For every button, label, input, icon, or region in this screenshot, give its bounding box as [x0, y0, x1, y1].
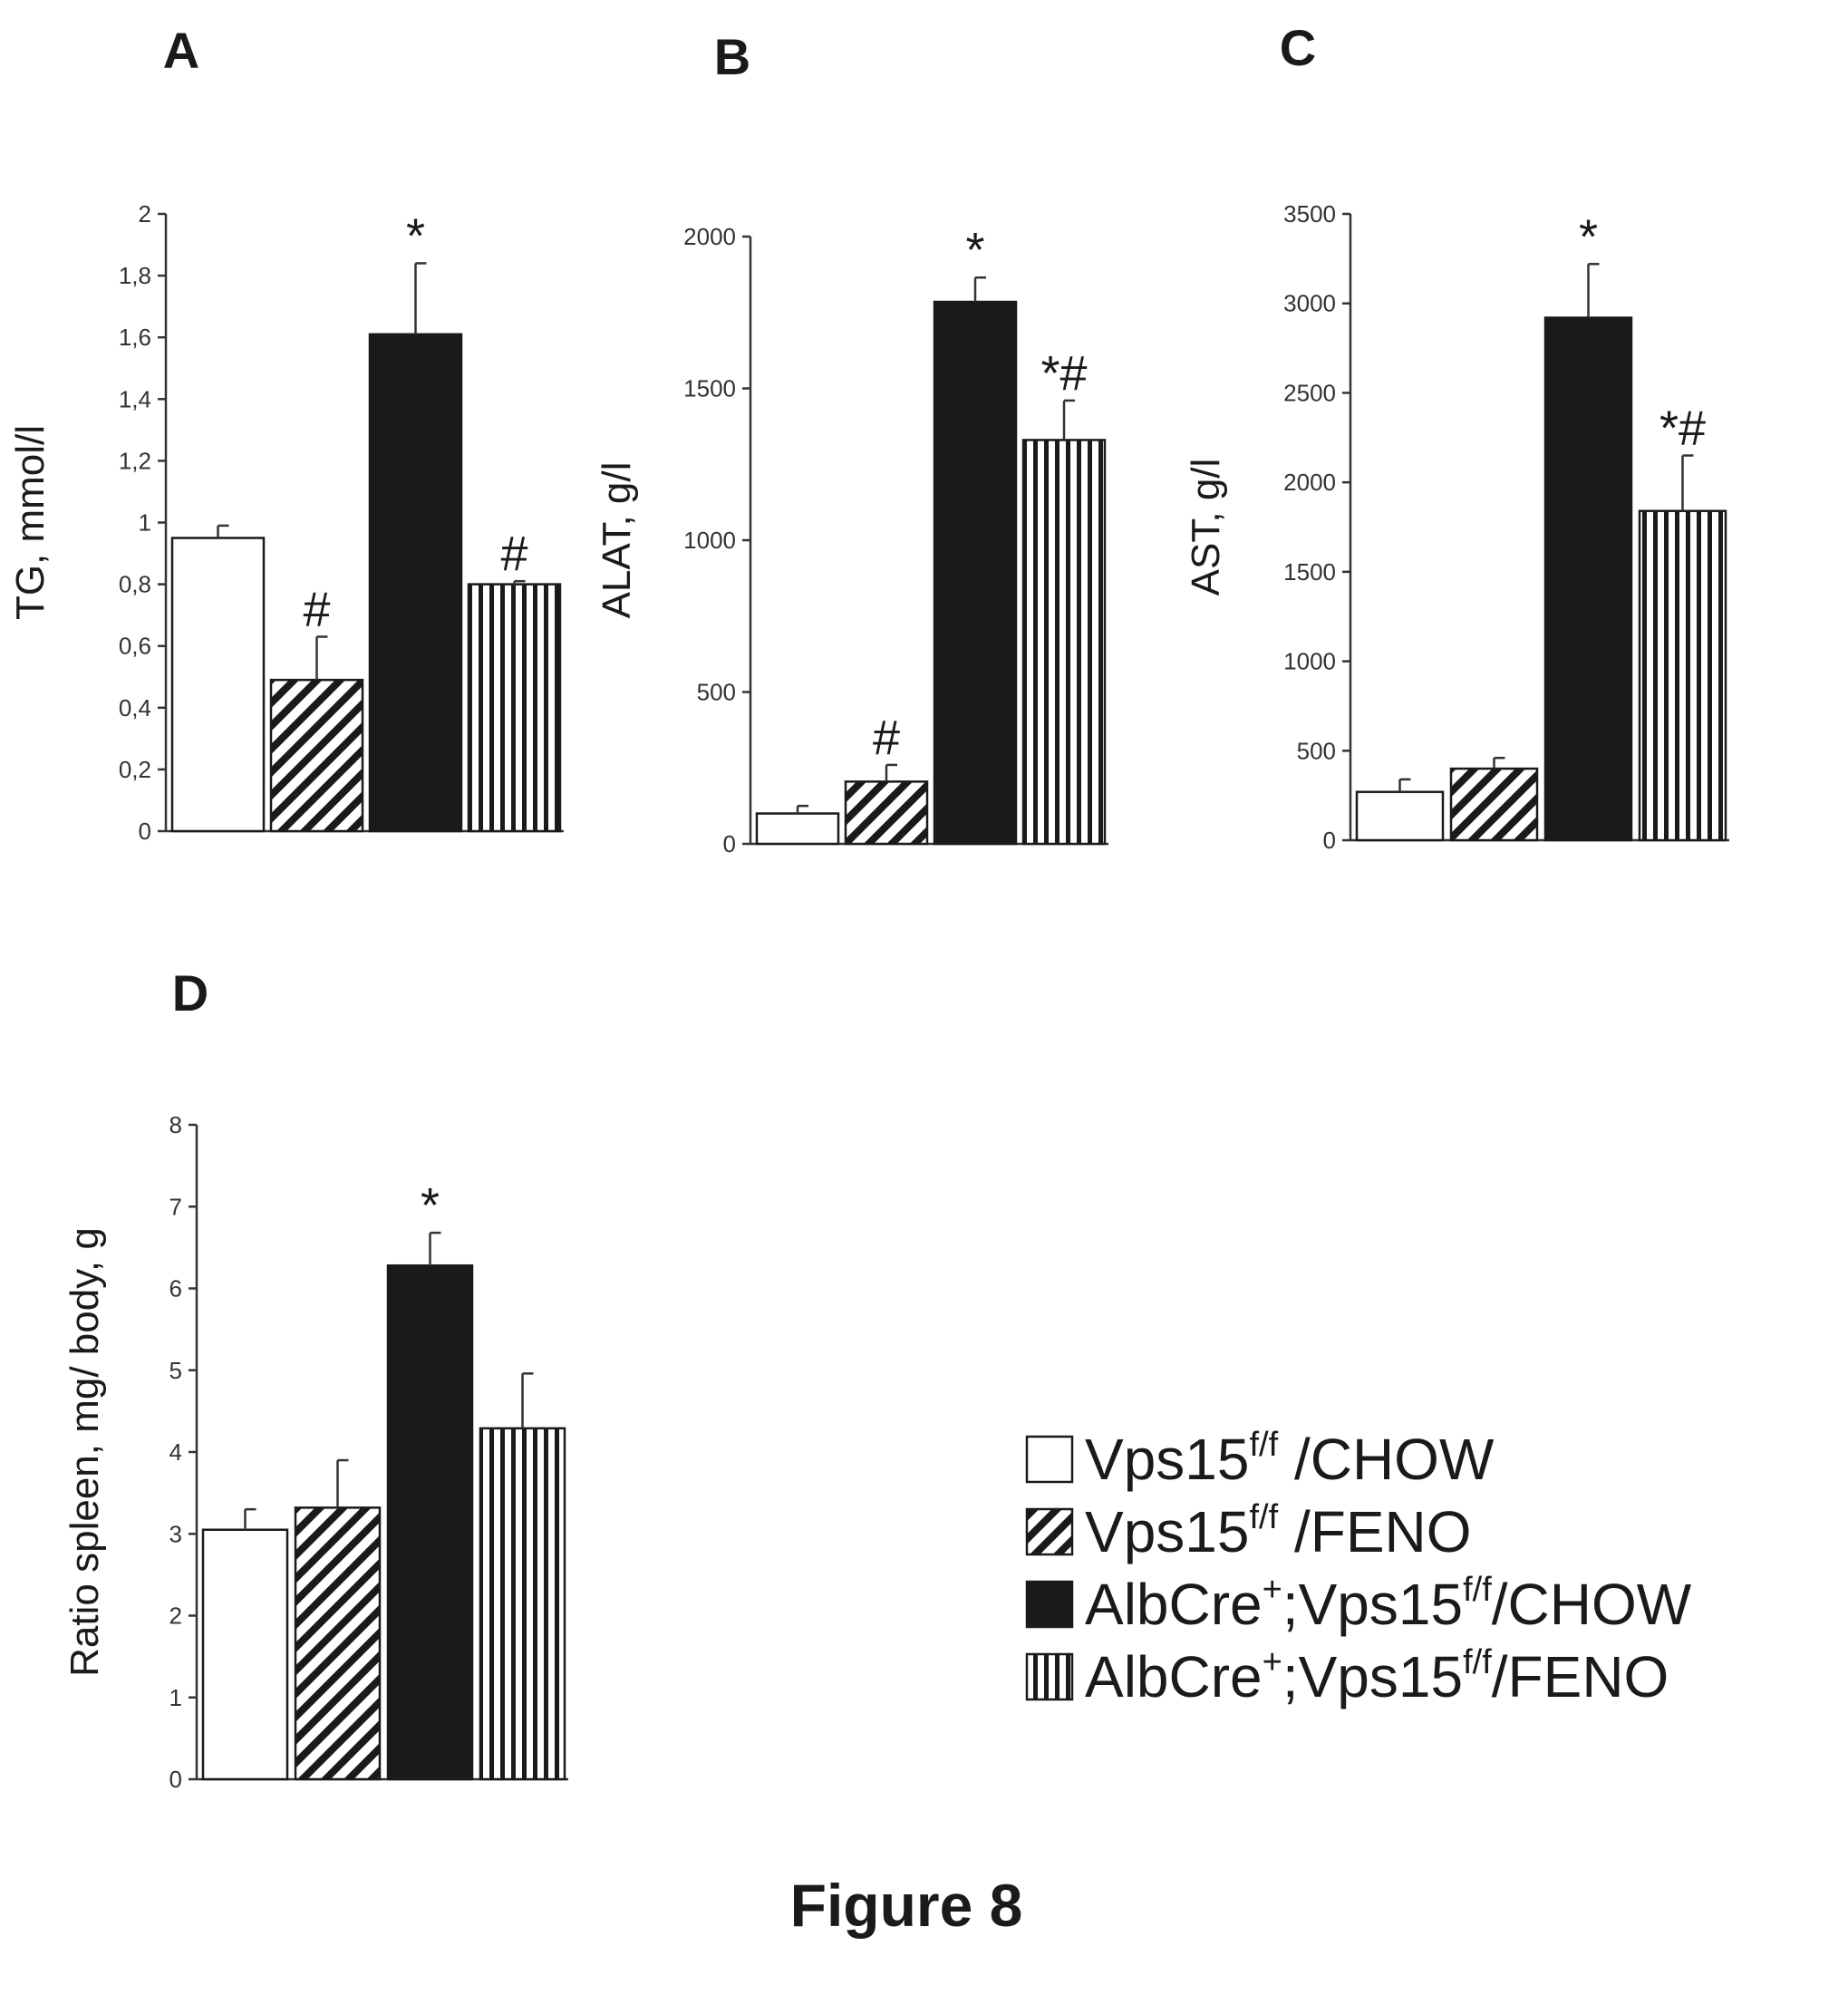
- y-tick-label: 0,2: [119, 756, 151, 783]
- y-tick-label: 1,6: [119, 324, 151, 351]
- bar: [170, 537, 266, 833]
- panel-letter: B: [714, 28, 750, 85]
- y-tick-label: 2: [169, 1602, 182, 1630]
- y-tick-label: 7: [169, 1193, 182, 1220]
- significance-marker: *: [406, 208, 425, 263]
- legend-swatch: [1025, 1435, 1074, 1484]
- bar: [201, 1528, 289, 1781]
- y-tick-label: 500: [697, 679, 736, 706]
- significance-marker: #: [303, 582, 330, 636]
- y-tick-label: 0: [723, 830, 736, 857]
- y-tick-label: 1,2: [119, 447, 151, 474]
- y-tick-label: 1,8: [119, 262, 151, 289]
- y-axis-label: TG, mmol/l: [8, 425, 53, 620]
- y-tick-label: 1500: [1283, 558, 1336, 586]
- legend-label: Vps15f/f /FENO: [1085, 1498, 1472, 1564]
- significance-marker: *: [421, 1178, 440, 1233]
- bar: [479, 1427, 566, 1781]
- y-tick-label: 2000: [1283, 469, 1336, 496]
- y-tick-label: 0: [139, 818, 151, 845]
- bar: [1449, 767, 1539, 842]
- significance-marker: *: [1579, 209, 1598, 264]
- y-tick-label: 1000: [1283, 648, 1336, 675]
- bar: [755, 812, 840, 846]
- y-tick-label: 5: [169, 1357, 182, 1384]
- legend-swatch: [1025, 1652, 1074, 1701]
- bar: [844, 780, 929, 846]
- y-axis-label: Ratio spleen, mg/ body, g: [63, 1227, 107, 1677]
- y-tick-label: 3000: [1283, 290, 1336, 317]
- chart-panel-b: B 0 500 1000 1500 2000 ALAT, g/l # * *#: [595, 28, 1108, 857]
- y-tick-label: 500: [1297, 737, 1336, 764]
- bar: [1355, 790, 1445, 842]
- legend-entry: AlbCre+;Vps15f/f/FENO: [1025, 1643, 1669, 1709]
- panel-letter: D: [172, 964, 208, 1022]
- y-tick-label: 0: [169, 1766, 182, 1793]
- panel-letter: A: [163, 22, 199, 79]
- y-tick-label: 6: [169, 1275, 182, 1302]
- y-tick-label: 1: [169, 1684, 182, 1711]
- y-axis-label: AST, g/l: [1184, 459, 1228, 596]
- y-tick-label: 0,4: [119, 694, 151, 721]
- legend-label: Vps15f/f /CHOW: [1085, 1426, 1495, 1492]
- y-tick-label: 2: [139, 200, 151, 228]
- bar: [269, 678, 364, 833]
- bar: [1543, 316, 1633, 842]
- y-tick-label: 2500: [1283, 379, 1336, 406]
- bar: [467, 583, 562, 833]
- legend-label: AlbCre+;Vps15f/f/FENO: [1085, 1643, 1669, 1709]
- y-tick-label: 1,4: [119, 385, 151, 412]
- legend-entry: Vps15f/f /FENO: [1025, 1498, 1472, 1564]
- y-tick-label: 0,6: [119, 633, 151, 660]
- legend-label: AlbCre+;Vps15f/f/CHOW: [1085, 1571, 1692, 1637]
- bar: [1021, 439, 1107, 846]
- bar: [1638, 509, 1727, 842]
- chart-panel-d: D 0 1 2 3 4 5 6 7 8 Ratio spleen, mg/ body, g *: [63, 964, 568, 1793]
- y-tick-label: 3: [169, 1520, 182, 1547]
- y-tick-label: 1000: [683, 527, 736, 554]
- legend-entry: AlbCre+;Vps15f/f/CHOW: [1025, 1571, 1692, 1637]
- significance-marker: #: [500, 527, 527, 581]
- figure-caption: Figure 8: [790, 1872, 1023, 1939]
- panel-letter: C: [1280, 19, 1316, 76]
- y-tick-label: 4: [169, 1438, 182, 1466]
- y-tick-label: 1500: [683, 375, 736, 402]
- y-tick-label: 3500: [1283, 200, 1336, 228]
- y-tick-label: 0,8: [119, 571, 151, 598]
- y-tick-label: 2000: [683, 223, 736, 250]
- bar: [368, 333, 463, 833]
- significance-marker: *: [965, 223, 984, 277]
- legend-entry: Vps15f/f /CHOW: [1025, 1426, 1495, 1492]
- bar: [386, 1264, 474, 1781]
- y-tick-label: 1: [139, 509, 151, 537]
- bar: [933, 300, 1018, 846]
- legend-swatch: [1025, 1580, 1074, 1629]
- legend-swatch: [1025, 1507, 1074, 1556]
- y-tick-label: 8: [169, 1111, 182, 1138]
- significance-marker: *#: [1659, 402, 1706, 456]
- y-tick-label: 0: [1323, 827, 1336, 854]
- significance-marker: *#: [1040, 346, 1087, 401]
- y-axis-label: ALAT, g/l: [595, 462, 639, 619]
- bar: [294, 1506, 382, 1781]
- chart-panel-c: C 0 500 1000 1500 2000 2500 3000 3500 AST, g/l * *#: [1184, 19, 1729, 854]
- significance-marker: #: [873, 711, 900, 765]
- chart-panel-a: A 0 0,2 0,4 0,6 0,8 1 1,2 1,4 1,6 1,8 2 TG, mmol/l # *…: [8, 22, 564, 845]
- chart-panels: A 0 0,2 0,4 0,6 0,8 1 1,2 1,4 1,6 1,8 2 TG, mmol/l # *…: [8, 19, 1729, 1793]
